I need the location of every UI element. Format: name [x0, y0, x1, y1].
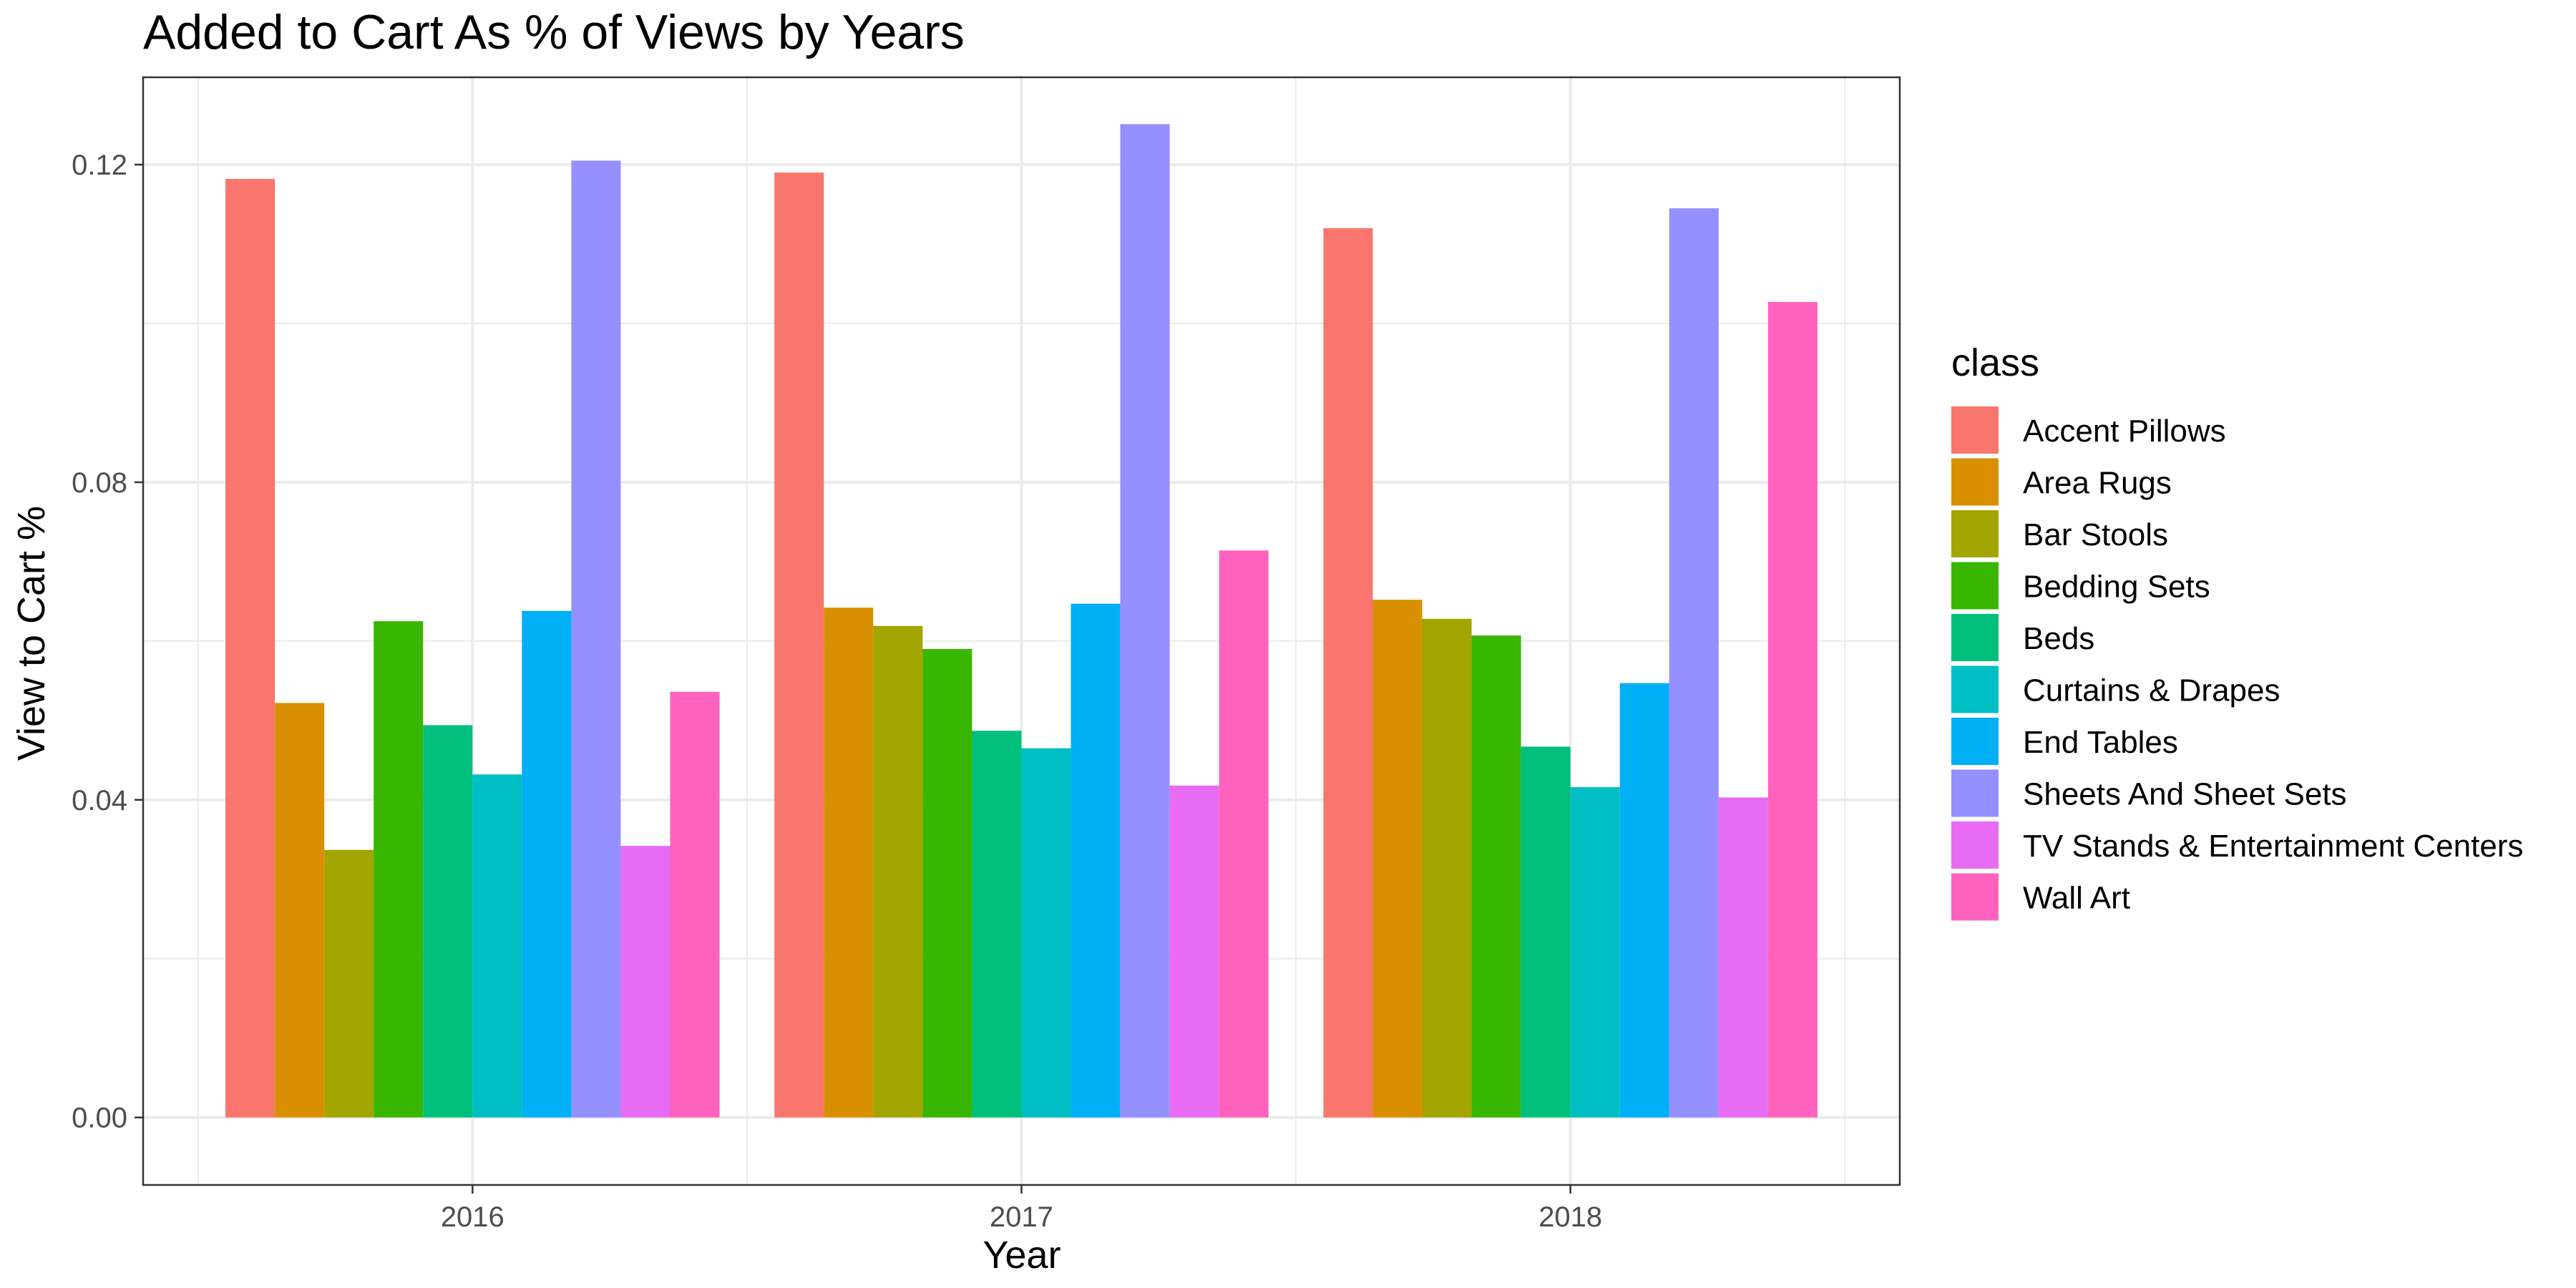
- x-axis: 2016 2017 2018: [441, 1185, 1602, 1233]
- bar: [1422, 618, 1472, 1118]
- y-tick-label: 0.12: [72, 150, 127, 181]
- bars: [225, 124, 1818, 1118]
- bar: [1372, 600, 1423, 1118]
- legend-label: Curtains & Drapes: [2023, 673, 2280, 708]
- bar: [472, 774, 522, 1118]
- y-tick-label: 0.08: [72, 467, 127, 499]
- chart-title: Added to Cart As % of Views by Years: [143, 5, 965, 59]
- legend-key: [1951, 458, 1999, 506]
- bar: [1169, 785, 1219, 1118]
- bar: [620, 846, 670, 1118]
- bar: [670, 691, 720, 1118]
- x-axis-title: Year: [982, 1234, 1060, 1277]
- legend-key: [1951, 614, 1999, 661]
- bar: [922, 648, 972, 1118]
- legend-key: [1951, 665, 1999, 713]
- legend-label: Accent Pillows: [2023, 414, 2226, 449]
- legend-label: Beds: [2023, 621, 2094, 656]
- legend-label: TV Stands & Entertainment Centers: [2023, 829, 2523, 864]
- legend-label: Wall Art: [2023, 881, 2130, 916]
- legend-key: [1951, 718, 1999, 765]
- bar: [571, 160, 621, 1118]
- legend-label: Bar Stools: [2023, 517, 2168, 552]
- bar: [324, 849, 374, 1118]
- bar: [1471, 635, 1521, 1118]
- x-tick-label: 2017: [990, 1201, 1053, 1233]
- legend-label: Bedding Sets: [2023, 570, 2210, 605]
- bar: [1619, 683, 1669, 1118]
- bar: [972, 731, 1022, 1118]
- bar: [1767, 302, 1818, 1118]
- legend-key: [1951, 873, 1999, 921]
- legend-label: End Tables: [2023, 725, 2178, 760]
- bar: [1718, 797, 1768, 1118]
- legend-key: [1951, 821, 1999, 869]
- bar: [225, 179, 275, 1118]
- legend-key: [1951, 510, 1999, 557]
- bar: [1323, 228, 1373, 1118]
- plot-panel: [142, 76, 1901, 1186]
- bar: [1120, 124, 1170, 1118]
- legend: class Accent Pillows Area Rugs Bar Stools B…: [1951, 341, 2523, 921]
- legend-key: [1951, 562, 1999, 610]
- bar: [873, 625, 923, 1118]
- legend-title: class: [1951, 341, 2039, 384]
- legend-label: Area Rugs: [2023, 466, 2172, 501]
- bar: [1570, 787, 1620, 1118]
- bar: [774, 172, 824, 1118]
- legend-label: Sheets And Sheet Sets: [2023, 777, 2347, 812]
- bar: [1021, 748, 1071, 1118]
- bar: [275, 703, 325, 1118]
- y-tick-label: 0.00: [72, 1103, 127, 1134]
- legend-key: [1951, 769, 1999, 817]
- bar: [824, 608, 874, 1118]
- bar: [522, 610, 572, 1118]
- bar: [423, 725, 473, 1118]
- x-tick-label: 2018: [1538, 1201, 1602, 1233]
- y-axis-title: View to Cart %: [10, 506, 53, 761]
- bar: [1070, 603, 1121, 1118]
- bar: [1219, 550, 1269, 1118]
- x-tick-label: 2016: [441, 1201, 504, 1233]
- bar: [374, 621, 424, 1118]
- bar: [1669, 208, 1719, 1118]
- bar: [1521, 746, 1571, 1118]
- y-tick-label: 0.04: [72, 785, 127, 816]
- legend-key: [1951, 406, 1999, 454]
- y-axis: 0.00 0.04 0.08 0.12: [72, 150, 143, 1134]
